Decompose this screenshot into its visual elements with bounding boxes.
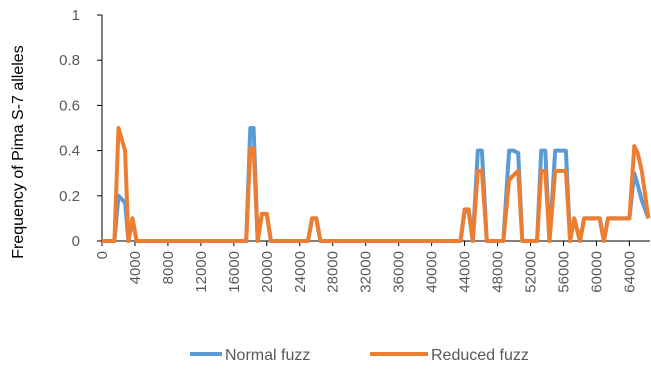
x-tick-label: 40000 — [424, 251, 441, 293]
x-tick-label: 0 — [94, 251, 111, 259]
x-tick-label: 24000 — [292, 251, 309, 293]
x-tick-label: 52000 — [523, 251, 540, 293]
legend-label-reduced-fuzz: Reduced fuzz — [431, 347, 529, 364]
y-tick-label: 0.2 — [59, 188, 80, 205]
x-tick-label: 64000 — [621, 251, 638, 293]
x-tick-label: 20000 — [259, 251, 276, 293]
x-tick-label: 44000 — [457, 251, 474, 293]
x-tick-label: 12000 — [193, 251, 210, 293]
x-tick-label: 48000 — [490, 251, 507, 293]
y-axis-label: Frequency of Pima S-7 alleles — [10, 45, 27, 258]
x-tick-label: 60000 — [588, 251, 605, 293]
series-line-reduced-fuzz — [102, 126, 651, 243]
plot-area — [102, 126, 651, 243]
x-tick-label: 16000 — [226, 251, 243, 293]
legend-label-normal-fuzz: Normal fuzz — [225, 347, 310, 364]
y-tick-label: 0.6 — [59, 97, 80, 114]
x-tick-label: 56000 — [555, 251, 572, 293]
y-tick-label: 0.8 — [59, 52, 80, 69]
y-tick-label: 0 — [72, 233, 80, 250]
x-tick-label: 8000 — [160, 251, 177, 284]
axes: 0 0.2 0.4 0.6 0.8 1 0 4000 8000 12000 16000 20000 24… — [59, 7, 650, 293]
x-tick-label: 36000 — [391, 251, 408, 293]
x-tick-label: 32000 — [358, 251, 375, 293]
x-tick-label: 4000 — [127, 251, 144, 284]
x-tick-label: 28000 — [325, 251, 342, 293]
y-tick-label: 1 — [72, 7, 80, 24]
y-tick-label: 0.4 — [59, 143, 80, 160]
legend: Normal fuzz Reduced fuzz — [190, 347, 529, 364]
